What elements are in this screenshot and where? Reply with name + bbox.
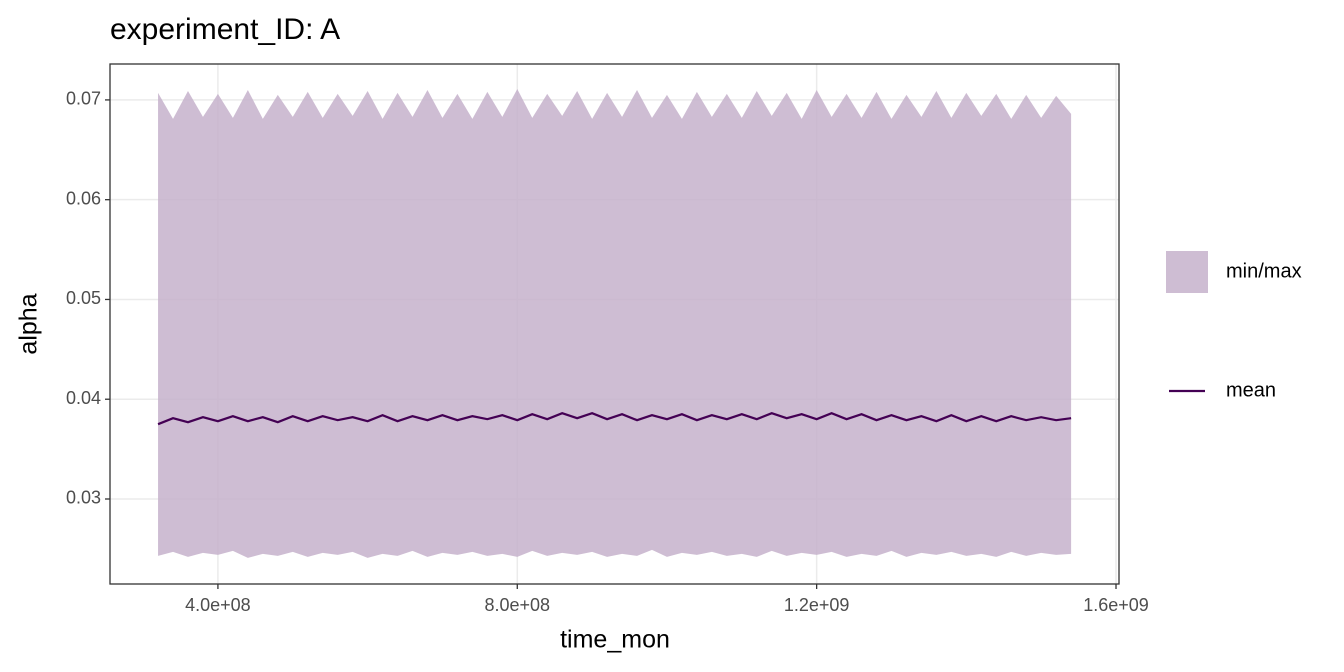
y-tick-label: 0.05 [66,288,101,308]
chart-title: experiment_ID: A [110,13,340,46]
y-tick-label: 0.04 [66,388,101,408]
mean-line [157,412,1072,426]
x-tick-label: 4.0e+08 [185,595,251,615]
x-tick-label: 1.6e+09 [1083,595,1149,615]
y-tick-label: 0.07 [66,89,101,109]
x-tick-label: 8.0e+08 [484,595,550,615]
x-axis-title: time_mon [560,626,670,654]
ribbon-area [158,88,1072,558]
y-axis-title: alpha [15,293,43,354]
y-tick-label: 0.06 [66,188,101,208]
x-tick-label: 1.2e+09 [784,595,850,615]
panel-border [109,63,1120,585]
legend-label: min/max [1226,260,1302,282]
y-tick-label: 0.03 [66,488,101,508]
legend-key [1166,251,1208,293]
legend-label: mean [1226,379,1276,401]
